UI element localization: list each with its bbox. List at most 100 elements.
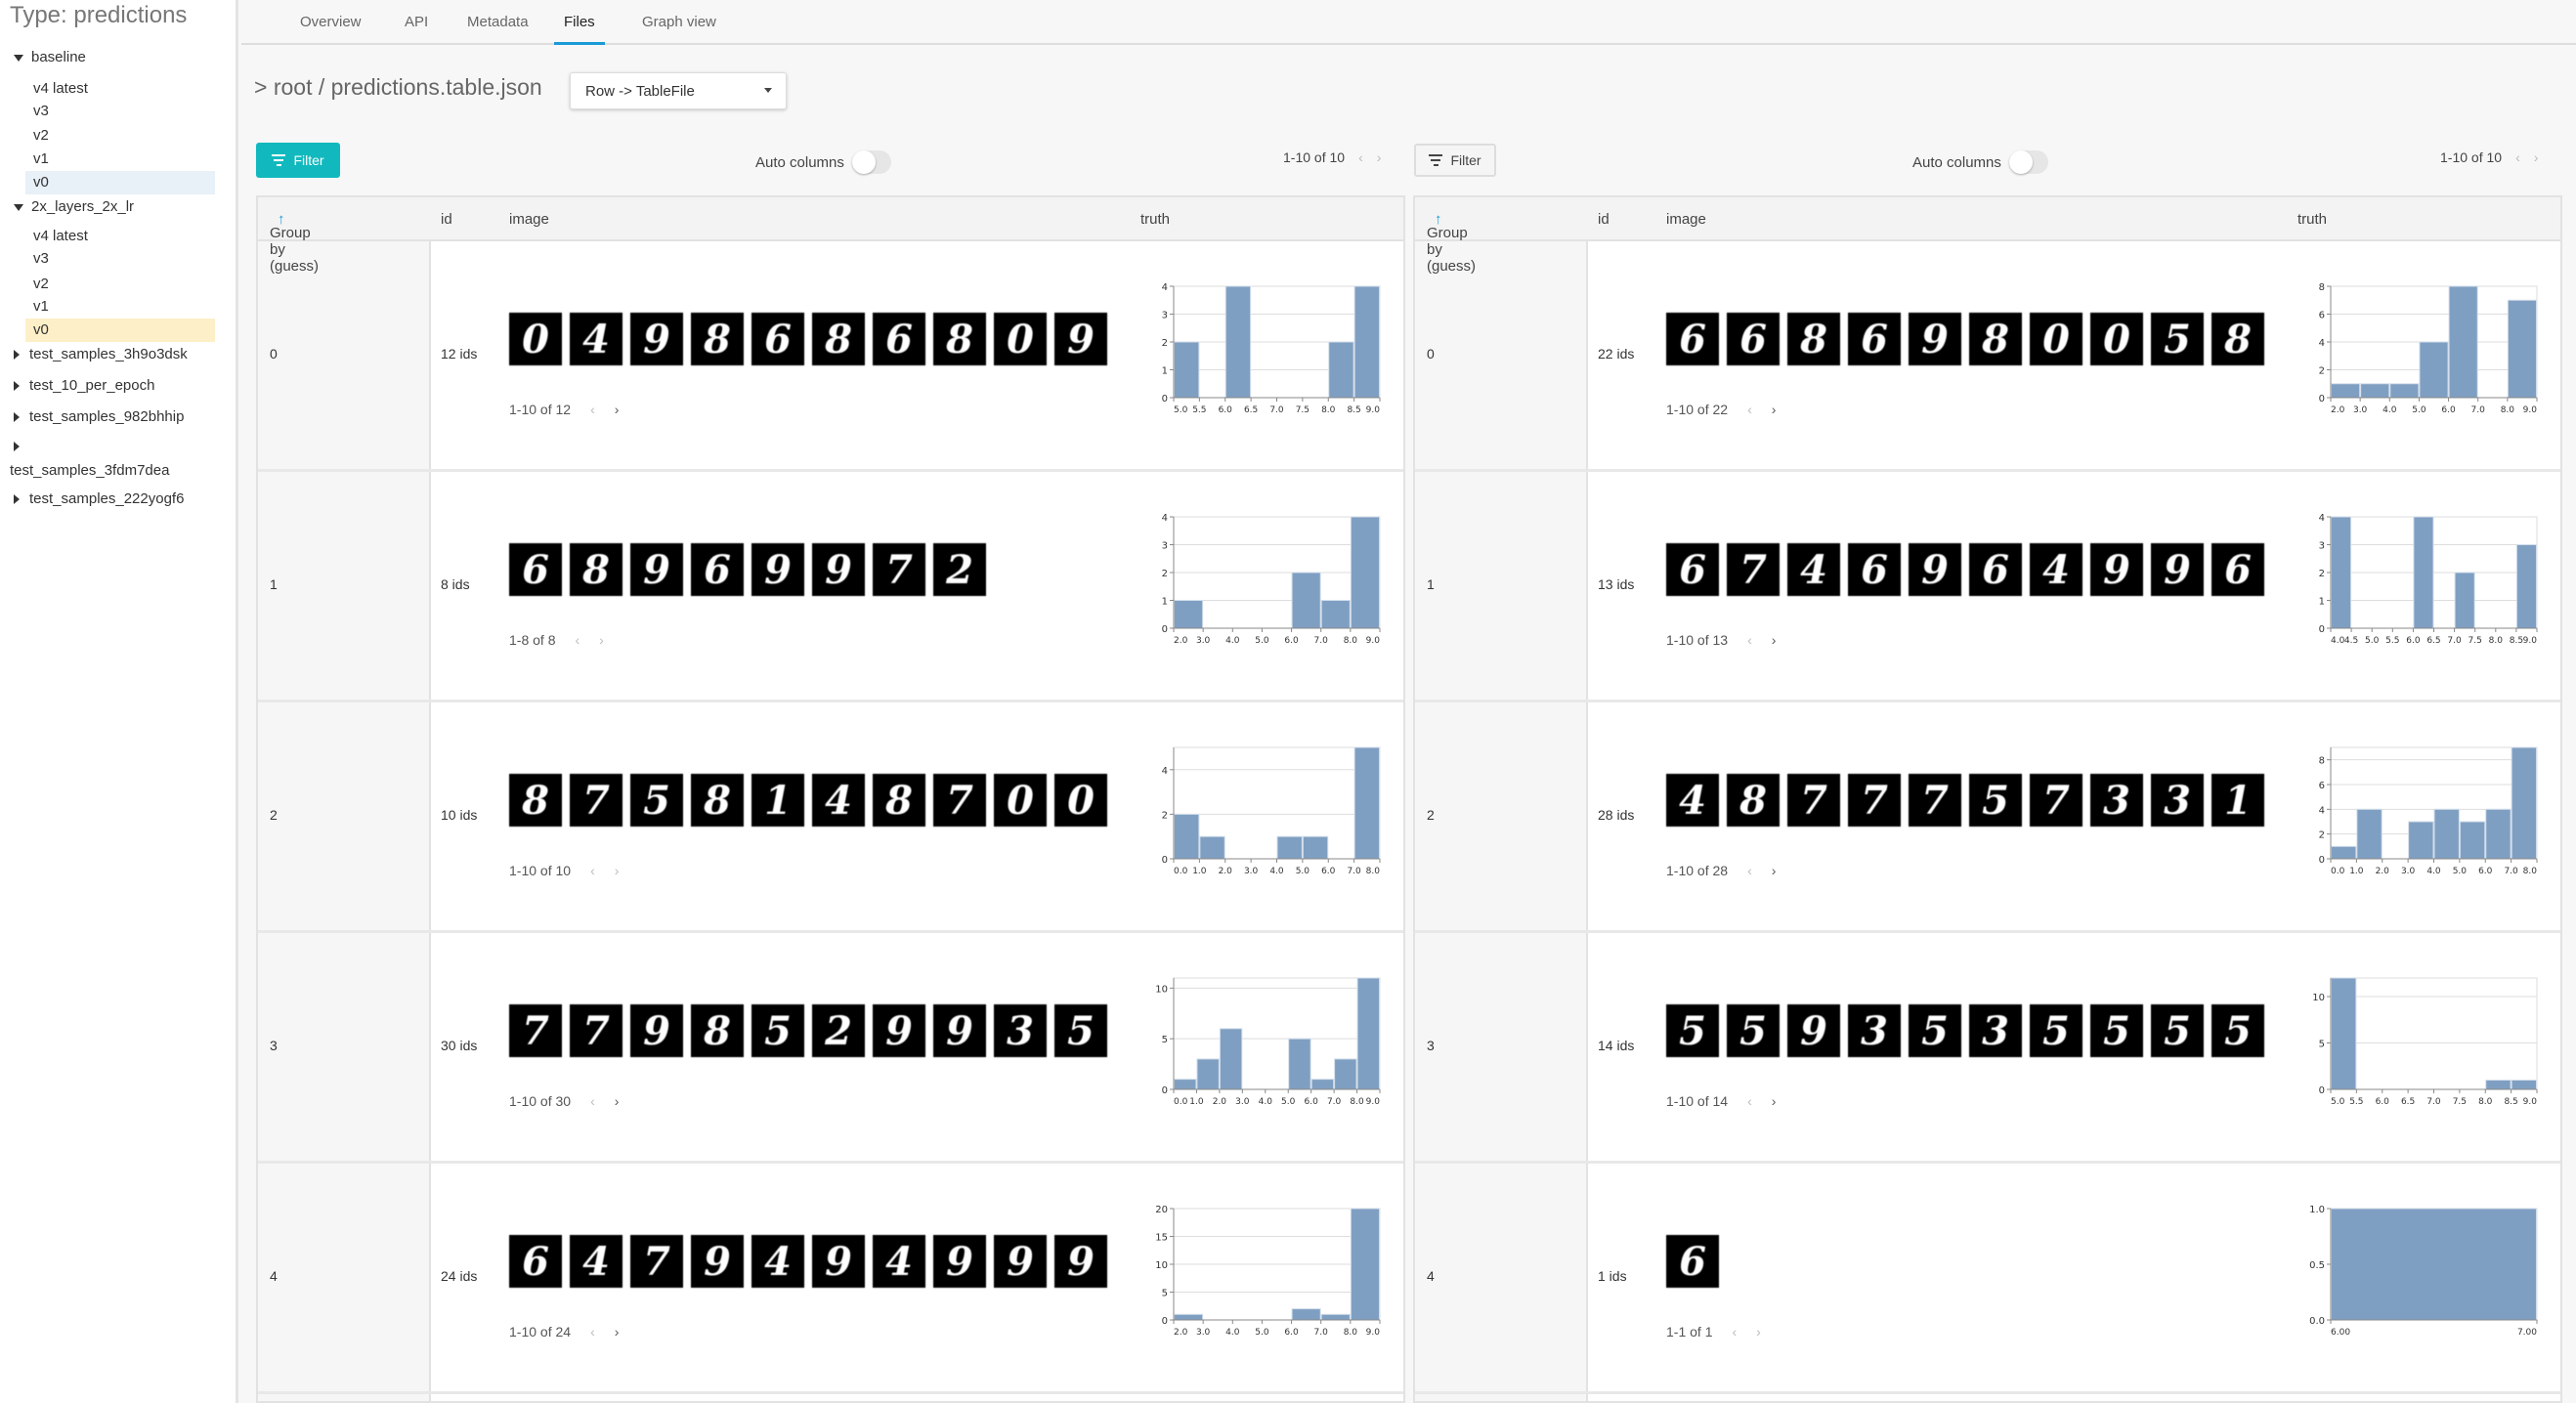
digit-image[interactable]: 3: [2151, 774, 2204, 827]
caret-right-icon[interactable]: [14, 350, 20, 361]
digit-image[interactable]: 6: [691, 543, 744, 596]
digit-image[interactable]: 9: [1909, 543, 1961, 596]
digit-image[interactable]: 7: [933, 774, 986, 827]
digit-image[interactable]: 7: [509, 1004, 562, 1057]
sort-ascending-icon[interactable]: ↑: [278, 211, 285, 228]
digit-image[interactable]: 8: [933, 313, 986, 365]
tab-metadata[interactable]: Metadata: [467, 14, 529, 30]
digit-image[interactable]: 5: [2151, 313, 2204, 365]
digit-image[interactable]: 9: [994, 1235, 1047, 1288]
chevron-right-icon[interactable]: ›: [1771, 1093, 1777, 1109]
digit-image[interactable]: 9: [812, 1235, 865, 1288]
toggle-switch[interactable]: [851, 150, 891, 174]
sidebar-item[interactable]: v0: [25, 171, 215, 194]
digit-image[interactable]: 4: [2030, 543, 2082, 596]
sidebar-item[interactable]: test_samples_982bhhip: [14, 405, 184, 429]
digit-image[interactable]: 4: [812, 774, 865, 827]
chevron-right-icon[interactable]: ›: [614, 402, 620, 417]
sort-ascending-icon[interactable]: ↑: [1435, 211, 1442, 228]
digit-image[interactable]: 0: [1054, 774, 1107, 827]
digit-image[interactable]: 4: [570, 1235, 623, 1288]
digit-image[interactable]: 8: [570, 543, 623, 596]
sidebar-item[interactable]: v1: [25, 148, 215, 171]
digit-image[interactable]: 5: [1054, 1004, 1107, 1057]
sidebar-item[interactable]: v1: [25, 295, 215, 319]
digit-image[interactable]: 7: [2030, 774, 2082, 827]
digit-image[interactable]: 7: [1909, 774, 1961, 827]
digit-image[interactable]: 9: [933, 1235, 986, 1288]
digit-image[interactable]: 5: [1909, 1004, 1961, 1057]
chevron-right-icon[interactable]: ›: [1771, 632, 1777, 648]
digit-image[interactable]: 9: [812, 543, 865, 596]
digit-image[interactable]: 6: [873, 313, 925, 365]
digit-image[interactable]: 8: [1969, 313, 2022, 365]
toggle-switch[interactable]: [2008, 150, 2048, 174]
chevron-left-icon[interactable]: ‹: [1747, 863, 1752, 878]
digit-image[interactable]: 7: [1727, 543, 1780, 596]
digit-image[interactable]: 6: [1969, 543, 2022, 596]
caret-down-icon[interactable]: [14, 54, 23, 62]
sidebar-item[interactable]: test_samples_3fdm7dea: [10, 459, 169, 483]
column-header-image[interactable]: image: [1666, 211, 1706, 228]
digit-image[interactable]: 6: [1666, 1235, 1719, 1288]
sidebar-item[interactable]: 2x_layers_2x_lr: [14, 195, 134, 219]
caret-right-icon[interactable]: [14, 381, 20, 392]
chevron-right-icon[interactable]: ›: [614, 1324, 620, 1339]
digit-image[interactable]: 0: [994, 313, 1047, 365]
breadcrumb[interactable]: > root / predictions.table.json: [254, 74, 542, 100]
digit-image[interactable]: 6: [1848, 313, 1901, 365]
chevron-right-icon[interactable]: ›: [2533, 149, 2539, 165]
digit-image[interactable]: 9: [933, 1004, 986, 1057]
digit-image[interactable]: 2: [933, 543, 986, 596]
digit-image[interactable]: 8: [1787, 313, 1840, 365]
digit-image[interactable]: 9: [1054, 1235, 1107, 1288]
digit-image[interactable]: 6: [1666, 313, 1719, 365]
digit-image[interactable]: 8: [1727, 774, 1780, 827]
tab-api[interactable]: API: [405, 14, 429, 30]
digit-image[interactable]: 5: [2211, 1004, 2264, 1057]
digit-image[interactable]: 7: [873, 543, 925, 596]
chevron-right-icon[interactable]: ›: [614, 863, 620, 878]
sidebar-item[interactable]: test_10_per_epoch: [14, 374, 154, 398]
chevron-left-icon[interactable]: ‹: [1747, 1093, 1752, 1109]
digit-image[interactable]: 6: [1848, 543, 1901, 596]
digit-image[interactable]: 9: [1787, 1004, 1840, 1057]
digit-image[interactable]: 7: [570, 1004, 623, 1057]
caret-right-icon[interactable]: [14, 412, 20, 423]
sidebar-item[interactable]: [14, 435, 29, 458]
chevron-left-icon[interactable]: ‹: [590, 1093, 595, 1109]
sidebar-item[interactable]: test_samples_3h9o3dsk: [14, 343, 188, 366]
digit-image[interactable]: 0: [2030, 313, 2082, 365]
digit-image[interactable]: 5: [751, 1004, 804, 1057]
sidebar-item[interactable]: v2: [25, 124, 215, 148]
chevron-right-icon[interactable]: ›: [1771, 863, 1777, 878]
digit-image[interactable]: 6: [509, 1235, 562, 1288]
digit-image[interactable]: 4: [570, 313, 623, 365]
digit-image[interactable]: 9: [873, 1004, 925, 1057]
digit-image[interactable]: 7: [630, 1235, 683, 1288]
digit-image[interactable]: 9: [630, 543, 683, 596]
tab-files[interactable]: Files: [554, 14, 605, 45]
tab-graph-view[interactable]: Graph view: [642, 14, 716, 30]
type-select[interactable]: Row -> TableFile: [570, 72, 787, 109]
chevron-right-icon[interactable]: ›: [1756, 1324, 1761, 1339]
sidebar-item[interactable]: v3: [25, 247, 215, 271]
digit-image[interactable]: 4: [1666, 774, 1719, 827]
chevron-left-icon[interactable]: ‹: [590, 402, 595, 417]
digit-image[interactable]: 7: [570, 774, 623, 827]
digit-image[interactable]: 5: [1666, 1004, 1719, 1057]
chevron-right-icon[interactable]: ›: [1771, 402, 1777, 417]
digit-image[interactable]: 9: [751, 543, 804, 596]
column-header-id[interactable]: id: [441, 211, 452, 228]
chevron-right-icon[interactable]: ›: [599, 632, 604, 648]
digit-image[interactable]: 8: [691, 1004, 744, 1057]
digit-image[interactable]: 6: [751, 313, 804, 365]
digit-image[interactable]: 5: [630, 774, 683, 827]
digit-image[interactable]: 7: [1787, 774, 1840, 827]
digit-image[interactable]: 4: [751, 1235, 804, 1288]
caret-right-icon[interactable]: [14, 442, 20, 452]
chevron-left-icon[interactable]: ‹: [590, 863, 595, 878]
tab-overview[interactable]: Overview: [300, 14, 362, 30]
chevron-left-icon[interactable]: ‹: [1747, 402, 1752, 417]
sidebar-item[interactable]: v0: [25, 319, 215, 342]
